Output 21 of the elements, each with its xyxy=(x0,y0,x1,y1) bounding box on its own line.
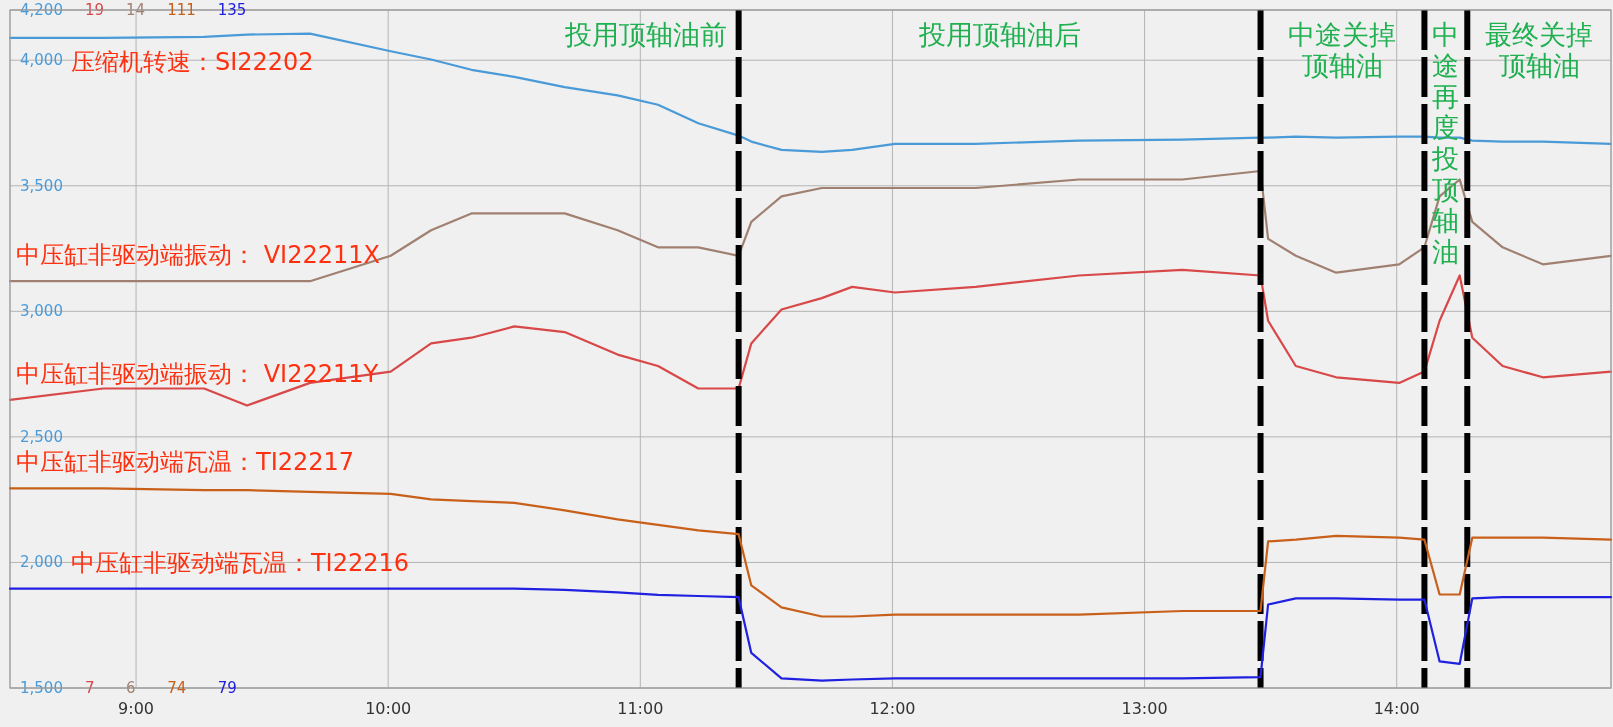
y3-tick-label: 14 xyxy=(126,1,146,19)
y-tick-label: 4,200 xyxy=(20,1,63,19)
x-tick-label: 12:00 xyxy=(869,699,916,718)
y-tick-label: 1,500 xyxy=(20,679,63,697)
y-tick-label: 111 xyxy=(167,1,196,19)
x-tick-label: 13:00 xyxy=(1121,699,1168,718)
y2-tick-label: 7 xyxy=(84,679,95,697)
y2-tick-label: 79 xyxy=(217,679,237,697)
y3-tick-label: 6 xyxy=(126,679,136,697)
y-tick-label: 4,000 xyxy=(20,51,63,70)
x-tick-label: 10:00 xyxy=(365,699,412,718)
y-tick-label: 3,500 xyxy=(20,176,63,195)
y2-tick-label: 135 xyxy=(217,1,247,19)
x-tick-label: 14:00 xyxy=(1373,699,1420,718)
x-tick-label: 9:00 xyxy=(118,699,155,718)
y-tick-label: 3,000 xyxy=(20,302,63,321)
y-tick-label: 2,000 xyxy=(20,553,63,572)
y-tick-label: 74 xyxy=(167,679,187,697)
y-tick-label: 2,500 xyxy=(20,427,63,446)
y2-tick-label: 19 xyxy=(84,1,105,19)
x-tick-label: 11:00 xyxy=(617,699,664,718)
